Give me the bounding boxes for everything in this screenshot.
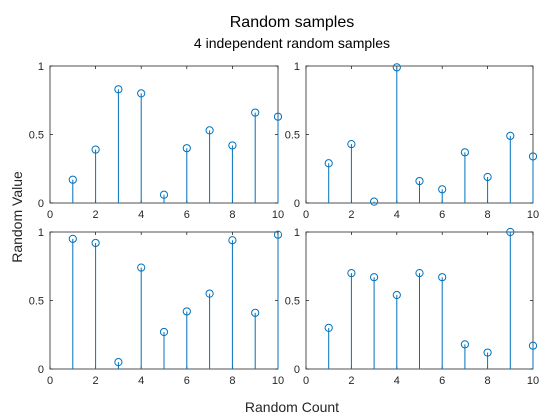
x-tick-label: 6 xyxy=(439,375,445,387)
x-tick-label: 2 xyxy=(348,209,354,221)
x-tick-label: 8 xyxy=(229,375,235,387)
stem-marker xyxy=(415,176,424,186)
stem-marker xyxy=(273,112,283,121)
stem-marker xyxy=(182,144,191,153)
x-axis-label: Random Count xyxy=(245,399,339,415)
stem-marker xyxy=(483,172,492,182)
stem-marker xyxy=(228,141,237,150)
stem-marker xyxy=(91,145,100,154)
x-tick-label: 0 xyxy=(47,209,53,221)
stem-marker xyxy=(137,263,146,272)
x-tick-label: 10 xyxy=(272,209,284,221)
axes-box xyxy=(49,65,279,204)
y-tick-label: 1 xyxy=(38,227,44,239)
stem-marker xyxy=(506,131,515,140)
x-tick-label: 6 xyxy=(439,209,445,221)
x-tick-label: 4 xyxy=(394,209,400,221)
x-tick-label: 0 xyxy=(303,375,309,387)
stem-marker xyxy=(528,152,538,161)
stem-marker xyxy=(205,126,214,135)
x-tick-label: 6 xyxy=(184,209,190,221)
x-tick-label: 10 xyxy=(527,375,539,387)
stem-marker xyxy=(438,273,447,282)
x-tick-label: 8 xyxy=(485,209,491,221)
y-tick-label: 1 xyxy=(294,227,300,239)
stem-marker xyxy=(228,236,237,245)
x-tick-label: 4 xyxy=(394,375,400,387)
stem-marker xyxy=(251,108,260,117)
x-tick-label: 10 xyxy=(272,375,284,387)
stem-marker xyxy=(114,358,123,367)
subplot-top-right: 0 2 4 6 8 10 0 0.5 1 xyxy=(285,61,539,221)
subplot-bottom-right: 0 2 4 6 8 10 0 0.5 1 xyxy=(285,227,539,387)
x-tick-label: 2 xyxy=(93,375,99,387)
stem-marker xyxy=(415,269,424,278)
stem-marker xyxy=(137,89,146,98)
x-tick-label: 4 xyxy=(138,209,144,221)
x-tick-label: 4 xyxy=(138,375,144,387)
y-tick-label: 0.5 xyxy=(285,130,300,142)
stem-marker xyxy=(528,341,538,350)
stem-marker xyxy=(438,185,447,194)
stem-marker xyxy=(392,290,401,300)
stem-marker xyxy=(370,197,379,206)
y-tick-label: 0 xyxy=(38,198,44,210)
y-tick-label: 0.5 xyxy=(29,296,44,308)
y-tick-label: 0 xyxy=(38,364,44,376)
x-tick-label: 8 xyxy=(229,209,235,221)
x-tick-label: 6 xyxy=(184,375,190,387)
stem-marker xyxy=(483,348,492,357)
stem-marker xyxy=(68,175,77,184)
x-tick-label: 10 xyxy=(527,209,539,221)
x-tick-label: 2 xyxy=(348,375,354,387)
figure-title: Random samples xyxy=(230,14,355,31)
stem-marker xyxy=(205,289,214,298)
stem-marker xyxy=(159,327,169,337)
stem-marker xyxy=(273,230,283,239)
stem-marker xyxy=(251,308,260,317)
y-tick-label: 0.5 xyxy=(285,296,300,308)
y-axis-label: Random Value xyxy=(9,171,25,263)
stem-marker xyxy=(182,307,191,316)
stem-marker xyxy=(324,323,333,332)
stem-marker xyxy=(506,227,515,237)
y-tick-label: 1 xyxy=(294,61,300,73)
x-tick-label: 2 xyxy=(93,209,99,221)
stem-marker xyxy=(347,139,356,149)
stem-marker xyxy=(114,85,123,94)
y-tick-label: 0 xyxy=(294,198,300,210)
x-tick-label: 0 xyxy=(303,209,309,221)
x-tick-label: 0 xyxy=(47,375,53,387)
figure-subtitle: 4 independent random samples xyxy=(194,35,390,51)
y-tick-label: 0.5 xyxy=(29,130,44,142)
stem-marker xyxy=(370,273,379,282)
stem-marker xyxy=(91,238,100,248)
stem-marker xyxy=(460,340,469,349)
stem-marker xyxy=(68,234,77,243)
stem-marker xyxy=(392,63,401,72)
y-tick-label: 0 xyxy=(294,364,300,376)
stem-marker xyxy=(159,190,169,199)
stem-marker xyxy=(347,269,356,278)
y-tick-label: 1 xyxy=(38,61,44,73)
subplot-top-left: 0 2 4 6 8 10 0 0.5 1 xyxy=(29,61,284,221)
stem-marker xyxy=(460,148,469,157)
stem-marker xyxy=(324,159,333,168)
subplot-bottom-left: 0 2 4 6 8 10 0 0.5 1 xyxy=(29,227,284,387)
x-tick-label: 8 xyxy=(485,375,491,387)
